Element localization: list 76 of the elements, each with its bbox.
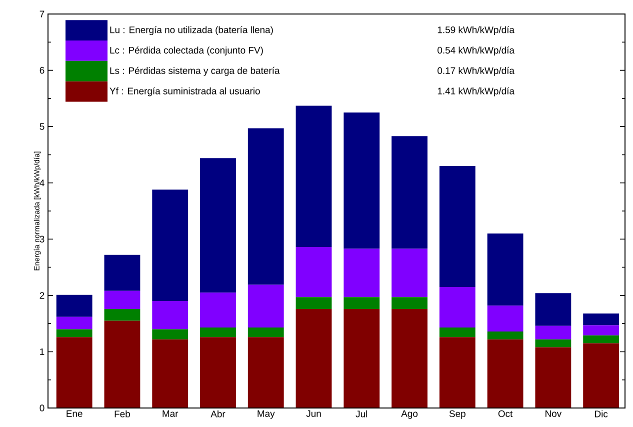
legend-label: Yf : Energía suministrada al usuario <box>110 87 260 96</box>
bar <box>439 337 476 408</box>
y-tick-label: 4 <box>40 180 44 186</box>
bar <box>439 286 476 328</box>
bar <box>439 328 476 338</box>
bar <box>152 339 188 408</box>
bar <box>392 308 428 408</box>
x-tick-label: Sep <box>449 410 466 419</box>
bar <box>583 313 620 326</box>
bar <box>248 284 284 328</box>
bar <box>392 136 428 249</box>
bar <box>392 297 428 309</box>
legend-label: Lc : Pérdida colectada (conjunto FV) <box>110 46 263 56</box>
bar <box>104 254 140 291</box>
x-tick-label: Nov <box>546 410 562 417</box>
y-tick-label: 5 <box>40 123 44 130</box>
bar <box>583 335 620 344</box>
x-tick-label: Feb <box>114 410 130 418</box>
bar <box>104 320 140 408</box>
bar <box>344 308 380 408</box>
bar <box>296 106 332 248</box>
bar <box>248 128 284 285</box>
y-tick-label: 6 <box>40 66 44 74</box>
bar <box>296 308 332 408</box>
y-tick-label: 3 <box>40 236 44 242</box>
bar <box>439 166 476 287</box>
x-tick-label: Jul <box>356 410 368 418</box>
bar <box>200 337 236 408</box>
x-tick-label: Ene <box>66 410 82 417</box>
bar <box>344 112 380 249</box>
y-tick-label: 7 <box>40 10 44 18</box>
bar <box>344 297 380 309</box>
bar <box>487 306 524 332</box>
x-tick-label: Jun <box>306 410 321 417</box>
bar <box>583 343 620 408</box>
bar <box>296 247 332 298</box>
bar <box>344 248 380 298</box>
bar <box>104 290 140 309</box>
bar <box>535 293 572 326</box>
bar <box>200 158 236 293</box>
bar <box>487 331 524 340</box>
bar <box>392 248 428 298</box>
bar <box>535 339 572 348</box>
bar <box>583 325 620 336</box>
bar <box>296 297 332 309</box>
bar <box>200 292 236 328</box>
bar <box>200 328 236 338</box>
x-tick-label: May <box>258 410 275 419</box>
bar <box>152 190 188 302</box>
bar <box>56 329 92 338</box>
bar <box>248 337 284 408</box>
annotation: 0.17 kWh/kWp/día <box>438 66 514 76</box>
x-tick-label: Mar <box>162 410 178 417</box>
x-tick-label: Abr <box>210 410 226 418</box>
bar <box>56 316 92 330</box>
bar <box>56 294 92 317</box>
y-tick-label: 1 <box>40 348 44 355</box>
annotation: 0.54 kWh/kWp/día <box>438 46 514 56</box>
bar <box>487 234 524 306</box>
bar <box>248 328 284 338</box>
legend-label: Ls : Pérdidas sistema y carga de batería <box>110 66 280 76</box>
bar <box>487 339 524 408</box>
annotation: 1.41 kWh/kWp/día <box>438 87 514 96</box>
x-tick-label: Ago <box>401 410 418 419</box>
bar <box>535 326 572 340</box>
y-tick-label: 0 <box>40 404 44 412</box>
bar <box>104 308 140 321</box>
annotation: 1.59 kWh/kWp/día <box>438 26 514 36</box>
y-tick-label: 2 <box>40 292 44 299</box>
legend-label: Lu : Energía no utilizada (batería llena) <box>110 26 273 36</box>
bar <box>152 301 188 330</box>
bar <box>535 347 572 408</box>
x-tick-label: Dic <box>595 410 608 418</box>
bar <box>56 337 92 408</box>
x-tick-label: Oct <box>498 410 513 418</box>
bar <box>152 329 188 340</box>
